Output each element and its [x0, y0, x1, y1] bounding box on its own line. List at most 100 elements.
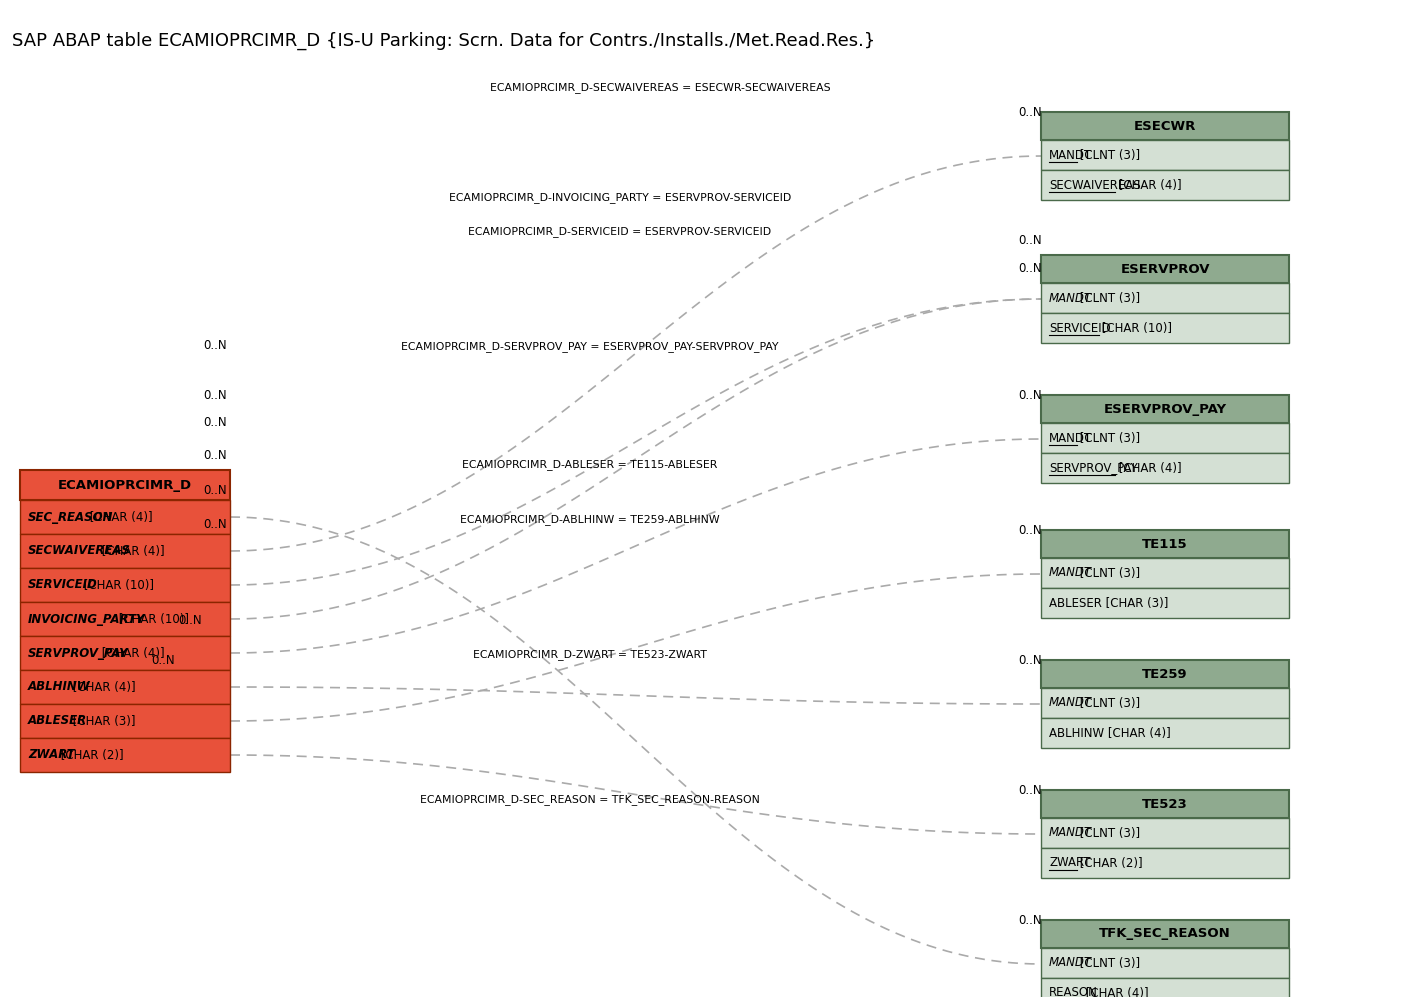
Text: [CLNT (3)]: [CLNT (3)] [1077, 291, 1141, 304]
FancyBboxPatch shape [1041, 790, 1289, 818]
FancyBboxPatch shape [20, 500, 230, 534]
FancyBboxPatch shape [1041, 283, 1289, 313]
Text: [CLNT (3)]: [CLNT (3)] [1077, 432, 1141, 445]
Text: MANDT: MANDT [1050, 149, 1092, 162]
Text: SEC_REASON: SEC_REASON [29, 510, 113, 523]
Text: SERVICEID: SERVICEID [1050, 321, 1111, 335]
FancyBboxPatch shape [1041, 718, 1289, 748]
FancyBboxPatch shape [1041, 453, 1289, 483]
FancyBboxPatch shape [20, 670, 230, 704]
Text: [CLNT (3)]: [CLNT (3)] [1077, 827, 1141, 839]
Text: SECWAIVEREAS: SECWAIVEREAS [1050, 178, 1141, 191]
Text: 0..N: 0..N [203, 518, 227, 531]
Text: ESERVPROV_PAY: ESERVPROV_PAY [1104, 403, 1227, 416]
Text: ECAMIOPRCIMR_D-SERVPROV_PAY = ESERVPROV_PAY-SERVPROV_PAY: ECAMIOPRCIMR_D-SERVPROV_PAY = ESERVPROV_… [401, 342, 778, 353]
Text: 0..N: 0..N [1018, 106, 1042, 119]
Text: MANDT: MANDT [1050, 827, 1092, 839]
FancyBboxPatch shape [20, 470, 230, 500]
Text: [CLNT (3)]: [CLNT (3)] [1077, 149, 1141, 162]
Text: [CHAR (2)]: [CHAR (2)] [57, 749, 124, 762]
Text: 0..N: 0..N [178, 613, 201, 626]
Text: [CHAR (10)]: [CHAR (10)] [116, 612, 188, 625]
Text: ECAMIOPRCIMR_D-SEC_REASON = TFK_SEC_REASON-REASON: ECAMIOPRCIMR_D-SEC_REASON = TFK_SEC_REAS… [420, 795, 760, 806]
FancyBboxPatch shape [1041, 423, 1289, 453]
Text: TE115: TE115 [1142, 537, 1188, 550]
Text: 0..N: 0..N [203, 449, 227, 462]
Text: ECAMIOPRCIMR_D: ECAMIOPRCIMR_D [59, 479, 191, 492]
FancyBboxPatch shape [1041, 588, 1289, 618]
FancyBboxPatch shape [20, 704, 230, 738]
FancyBboxPatch shape [1041, 558, 1289, 588]
FancyBboxPatch shape [20, 738, 230, 772]
Text: MANDT: MANDT [1050, 956, 1092, 969]
Text: 0..N: 0..N [151, 653, 174, 667]
Text: [CHAR (4)]: [CHAR (4)] [97, 544, 164, 557]
Text: SERVPROV_PAY: SERVPROV_PAY [1050, 462, 1138, 475]
Text: SECWAIVEREAS: SECWAIVEREAS [29, 544, 131, 557]
Text: 0..N: 0..N [203, 416, 227, 429]
Text: [CHAR (3)]: [CHAR (3)] [69, 715, 136, 728]
Text: ZWART: ZWART [29, 749, 74, 762]
Text: ESECWR: ESECWR [1134, 120, 1197, 133]
Text: INVOICING_PARTY: INVOICING_PARTY [29, 612, 146, 625]
FancyBboxPatch shape [20, 636, 230, 670]
FancyBboxPatch shape [1041, 818, 1289, 848]
Text: MANDT: MANDT [1050, 566, 1092, 579]
Text: [CLNT (3)]: [CLNT (3)] [1077, 956, 1141, 969]
Text: 0..N: 0..N [1018, 784, 1042, 797]
Text: [CHAR (4)]: [CHAR (4)] [1115, 462, 1181, 475]
Text: ZWART: ZWART [1050, 856, 1091, 869]
Text: [CHAR (10)]: [CHAR (10)] [80, 578, 154, 591]
Text: [CLNT (3)]: [CLNT (3)] [1077, 697, 1141, 710]
Text: 0..N: 0..N [203, 339, 227, 352]
Text: TFK_SEC_REASON: TFK_SEC_REASON [1100, 927, 1231, 940]
Text: ABLHINW [CHAR (4)]: ABLHINW [CHAR (4)] [1050, 727, 1171, 740]
FancyBboxPatch shape [1041, 395, 1289, 423]
Text: [CHAR (4)]: [CHAR (4)] [97, 646, 164, 659]
FancyBboxPatch shape [20, 602, 230, 636]
Text: [CLNT (3)]: [CLNT (3)] [1077, 566, 1141, 579]
Text: 0..N: 0..N [203, 389, 227, 402]
Text: [CHAR (4)]: [CHAR (4)] [86, 510, 153, 523]
Text: ECAMIOPRCIMR_D-ABLESER = TE115-ABLESER: ECAMIOPRCIMR_D-ABLESER = TE115-ABLESER [463, 460, 718, 471]
FancyBboxPatch shape [1041, 948, 1289, 978]
Text: [CHAR (4)]: [CHAR (4)] [1115, 178, 1181, 191]
FancyBboxPatch shape [1041, 313, 1289, 343]
Text: 0..N: 0..N [1018, 653, 1042, 667]
Text: [CHAR (4)]: [CHAR (4)] [69, 681, 136, 694]
FancyBboxPatch shape [1041, 978, 1289, 997]
FancyBboxPatch shape [1041, 170, 1289, 200]
Text: 0..N: 0..N [1018, 389, 1042, 402]
Text: [CHAR (10)]: [CHAR (10)] [1098, 321, 1172, 335]
Text: ABLHINW: ABLHINW [29, 681, 91, 694]
FancyBboxPatch shape [1041, 688, 1289, 718]
Text: SERVPROV_PAY: SERVPROV_PAY [29, 646, 129, 659]
FancyBboxPatch shape [1041, 530, 1289, 558]
FancyBboxPatch shape [1041, 660, 1289, 688]
Text: MANDT: MANDT [1050, 697, 1092, 710]
Text: MANDT: MANDT [1050, 291, 1092, 304]
Text: TE523: TE523 [1142, 798, 1188, 811]
Text: 0..N: 0..N [1018, 913, 1042, 926]
Text: ESERVPROV: ESERVPROV [1120, 262, 1210, 275]
Text: ABLESER [CHAR (3)]: ABLESER [CHAR (3)] [1050, 596, 1168, 609]
FancyBboxPatch shape [20, 534, 230, 568]
Text: 0..N: 0..N [1018, 523, 1042, 536]
Text: [CHAR (4)]: [CHAR (4)] [1082, 986, 1148, 997]
Text: ECAMIOPRCIMR_D-ZWART = TE523-ZWART: ECAMIOPRCIMR_D-ZWART = TE523-ZWART [473, 650, 707, 660]
Text: ECAMIOPRCIMR_D-INVOICING_PARTY = ESERVPROV-SERVICEID: ECAMIOPRCIMR_D-INVOICING_PARTY = ESERVPR… [448, 192, 791, 203]
FancyBboxPatch shape [1041, 255, 1289, 283]
Text: ECAMIOPRCIMR_D-SECWAIVEREAS = ESECWR-SECWAIVEREAS: ECAMIOPRCIMR_D-SECWAIVEREAS = ESECWR-SEC… [490, 83, 830, 94]
FancyBboxPatch shape [20, 568, 230, 602]
Text: ABLESER: ABLESER [29, 715, 87, 728]
FancyBboxPatch shape [1041, 112, 1289, 140]
FancyBboxPatch shape [1041, 920, 1289, 948]
Text: SAP ABAP table ECAMIOPRCIMR_D {IS-U Parking: Scrn. Data for Contrs./Installs./Me: SAP ABAP table ECAMIOPRCIMR_D {IS-U Park… [11, 32, 875, 50]
Text: 0..N: 0..N [1018, 233, 1042, 246]
Text: REASON: REASON [1050, 986, 1098, 997]
Text: 0..N: 0..N [203, 484, 227, 497]
FancyBboxPatch shape [1041, 848, 1289, 878]
FancyBboxPatch shape [1041, 140, 1289, 170]
Text: 0..N: 0..N [1018, 261, 1042, 274]
Text: ECAMIOPRCIMR_D-SERVICEID = ESERVPROV-SERVICEID: ECAMIOPRCIMR_D-SERVICEID = ESERVPROV-SER… [468, 226, 771, 237]
